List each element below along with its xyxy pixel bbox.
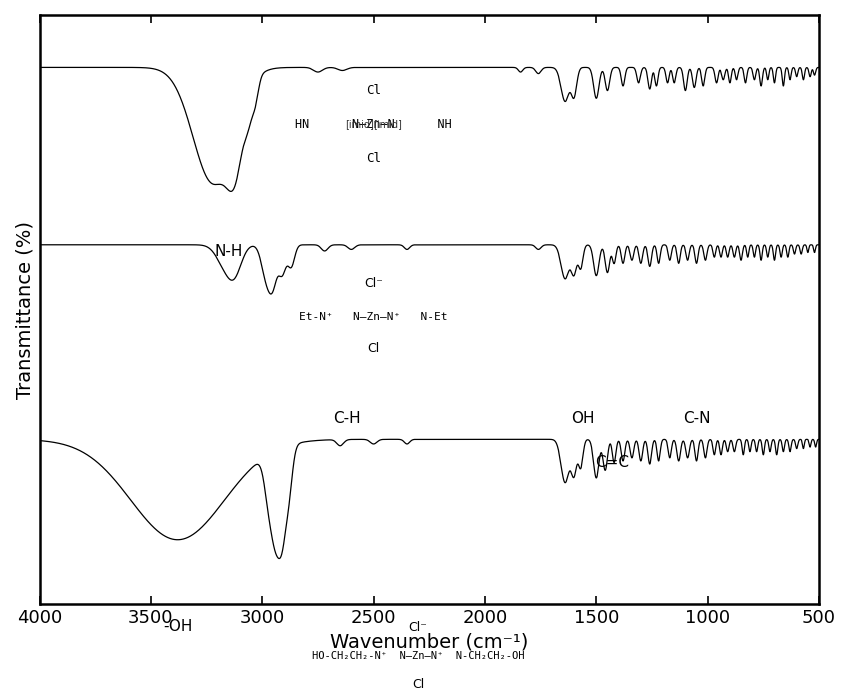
Text: -OH: -OH	[163, 619, 192, 634]
Text: Cl: Cl	[366, 84, 381, 96]
Text: OH: OH	[571, 411, 595, 426]
Text: N-H: N-H	[214, 244, 243, 259]
Text: Cl: Cl	[366, 152, 381, 166]
Text: Cl: Cl	[368, 343, 380, 355]
X-axis label: Wavenumber (cm⁻¹): Wavenumber (cm⁻¹)	[330, 633, 528, 651]
Y-axis label: Transmittance (%): Transmittance (%)	[15, 221, 34, 398]
Text: Et-N⁺   N—Zn—N⁺   N-Et: Et-N⁺ N—Zn—N⁺ N-Et	[300, 312, 448, 322]
Text: HO-CH₂CH₂-N⁺  N—Zn—N⁺  N-CH₂CH₂-OH: HO-CH₂CH₂-N⁺ N—Zn—N⁺ N-CH₂CH₂-OH	[312, 651, 524, 661]
Text: C-H: C-H	[333, 411, 361, 426]
Text: C=C: C=C	[595, 455, 629, 470]
Text: HN      N—Zn—N      NH: HN N—Zn—N NH	[295, 118, 452, 131]
Text: [imid]: [imid]	[374, 120, 403, 129]
Text: Cl⁻: Cl⁻	[408, 621, 427, 634]
Text: Cl: Cl	[412, 678, 425, 691]
Text: Cl⁻: Cl⁻	[364, 277, 383, 289]
Text: C-N: C-N	[683, 411, 711, 426]
Text: [imid]: [imid]	[345, 120, 374, 129]
